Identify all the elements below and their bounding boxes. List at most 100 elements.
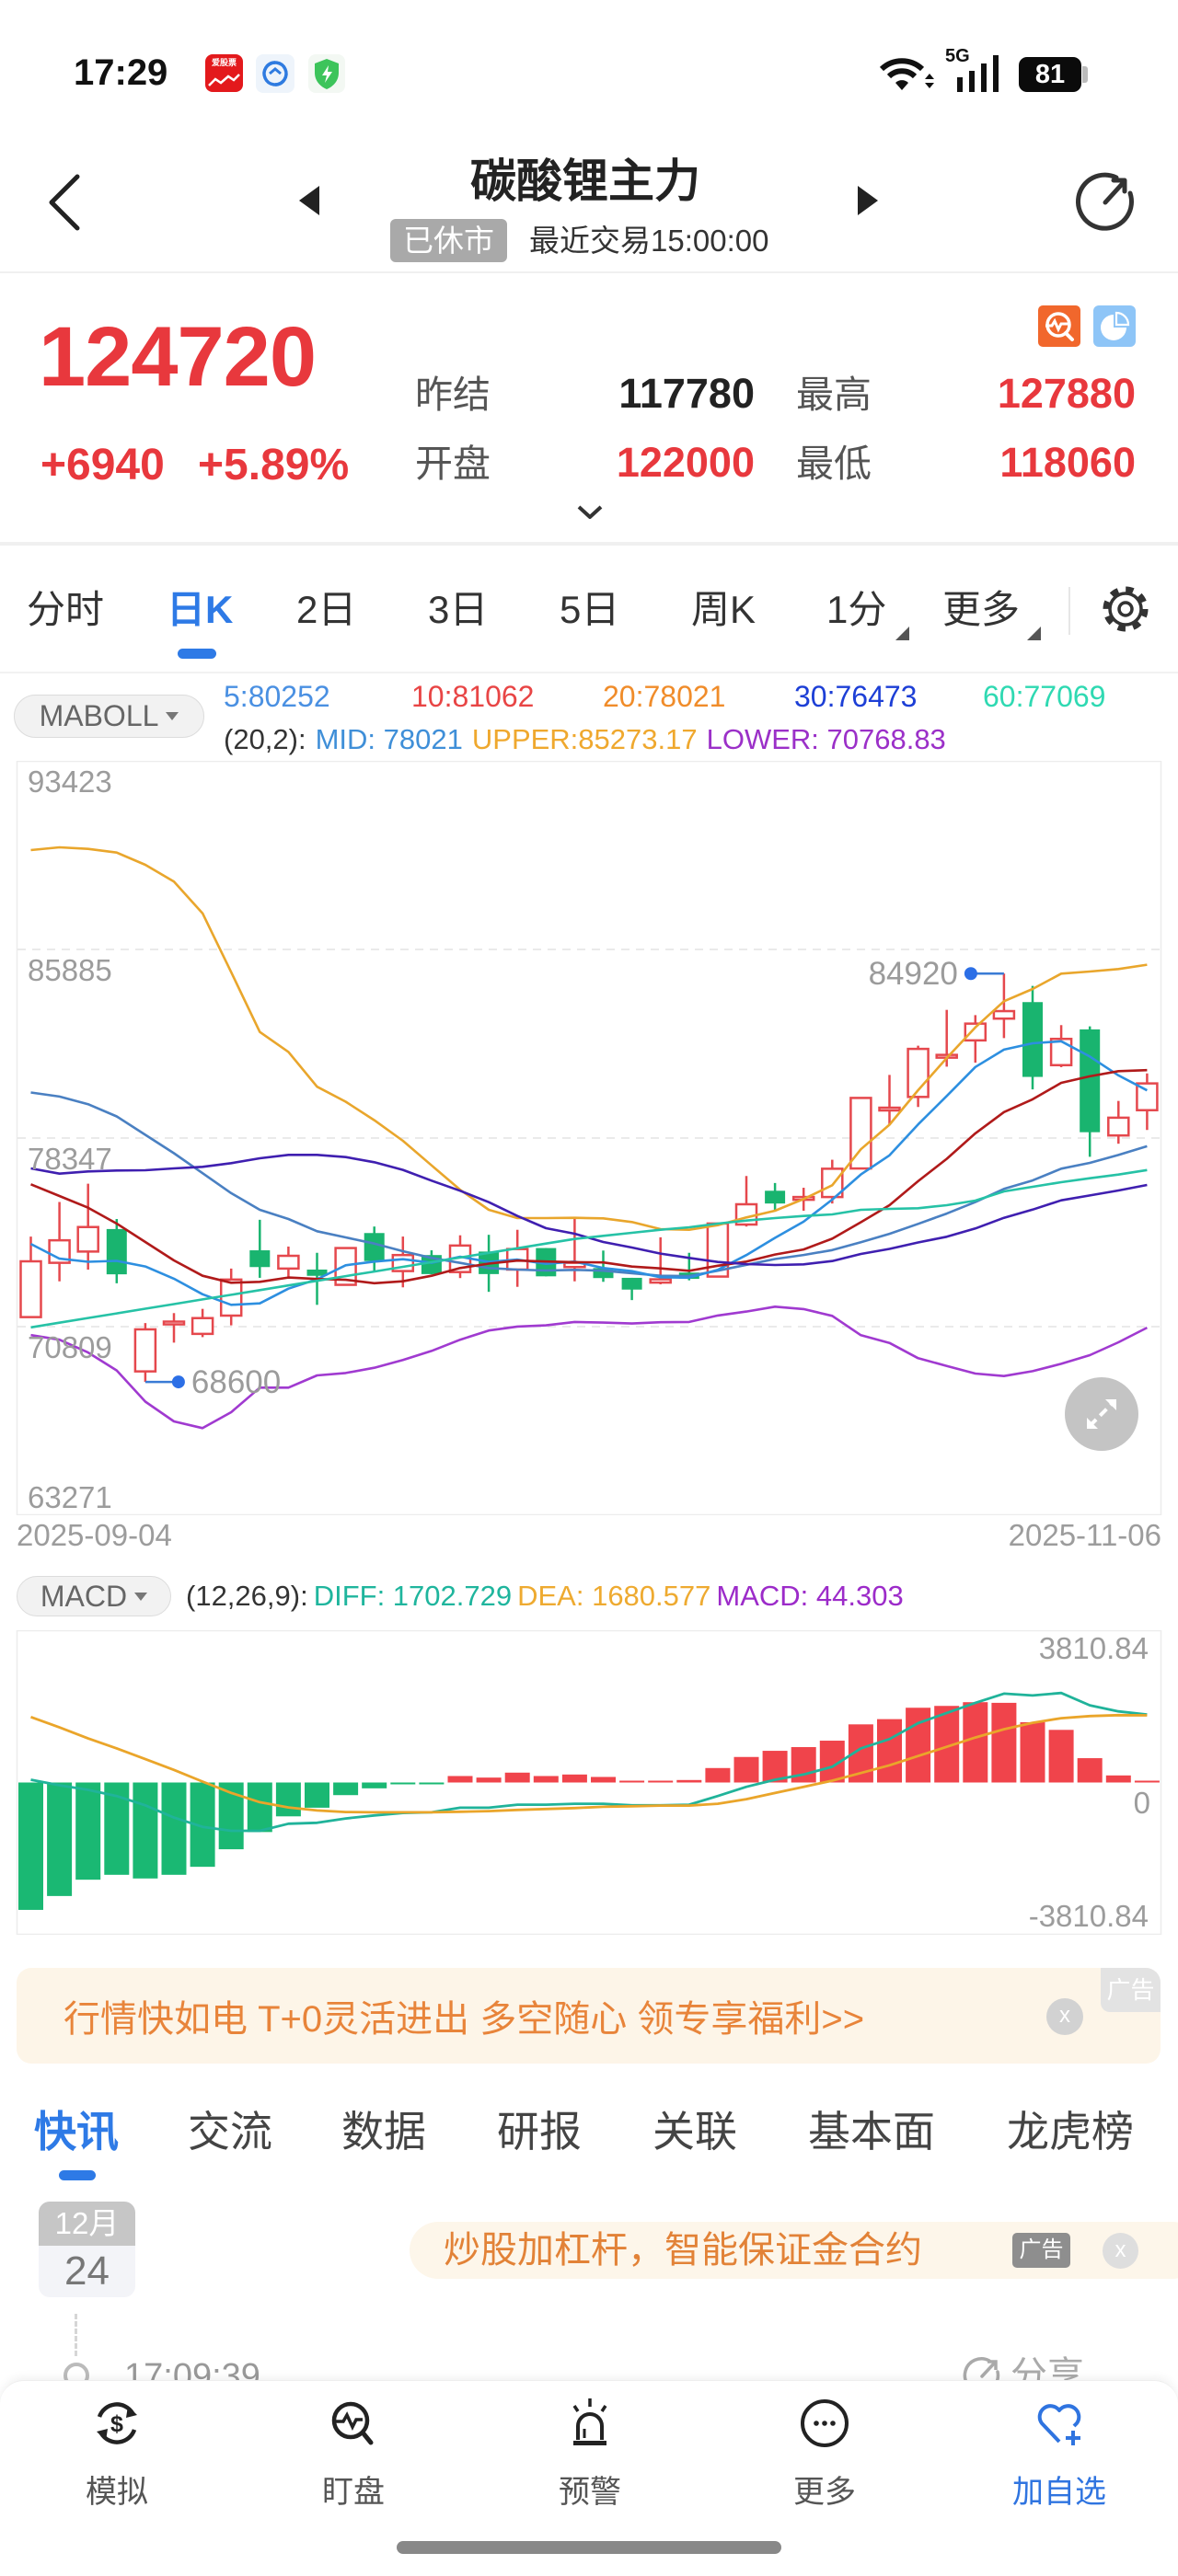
leverage-ad-close-button[interactable]: x xyxy=(1103,2233,1138,2269)
macd-chart[interactable] xyxy=(0,1630,1178,1935)
exp and-quote-chevron-icon[interactable] xyxy=(577,505,603,520)
tab-weekly-k[interactable]: 周K xyxy=(691,588,756,631)
main-indicator-selector[interactable]: MABOLL xyxy=(14,695,204,738)
low-label: 最低 xyxy=(796,443,872,485)
sync-app-icon xyxy=(256,54,294,93)
nav-alert-label: 预警 xyxy=(559,2475,621,2510)
ad-tag: 广告 xyxy=(1101,1968,1161,2012)
boll-upper-legend: UPPER:85273.17 xyxy=(471,723,698,755)
tab-separator xyxy=(1068,587,1070,635)
promo-close-button[interactable]: x xyxy=(1046,1998,1083,2035)
candle xyxy=(593,1250,614,1282)
tab-research[interactable]: 研报 xyxy=(497,2108,582,2156)
macd-bar xyxy=(533,1776,559,1783)
battery-icon: 81 xyxy=(1019,57,1081,92)
date-month: 12月 xyxy=(39,2202,135,2246)
quote-panel: 124720 +6940 +5.89% 昨结 117780 最高 127880 … xyxy=(0,273,1178,542)
candle xyxy=(191,1308,214,1338)
simulate-icon: $ xyxy=(97,2402,137,2444)
price-change: +6940 xyxy=(40,441,165,489)
tab-1-min[interactable]: 1分 xyxy=(826,588,887,631)
tab-more[interactable]: 更多 xyxy=(942,588,1021,631)
quote-divider xyxy=(0,542,1178,546)
shield-app-icon xyxy=(308,54,345,93)
caret-down-icon xyxy=(134,1592,148,1601)
tab-discussion[interactable]: 交流 xyxy=(188,2108,272,2156)
ma5-legend: 5:80252 xyxy=(224,680,330,713)
leverage-ad-text[interactable]: 炒股加杠杆，智能保证金合约 xyxy=(444,2230,922,2271)
candle xyxy=(505,1229,529,1287)
aigupiao-app-icon: 爱股票 xyxy=(205,54,243,92)
promo-banner-text[interactable]: 行情快如电 T+0灵活进出 多空随心 领专享福利>> xyxy=(64,1999,865,2040)
tab-related[interactable]: 关联 xyxy=(653,2108,737,2156)
macd-bar xyxy=(1048,1730,1074,1783)
tab-5-day[interactable]: 5日 xyxy=(560,588,620,631)
network-type-label: 5G xyxy=(945,46,970,66)
tab-top-list[interactable]: 龙虎榜 xyxy=(1007,2108,1134,2156)
back-chevron-icon[interactable] xyxy=(44,173,85,232)
nav-more[interactable]: 更多 xyxy=(751,2398,898,2517)
candle xyxy=(563,1217,586,1282)
macd-axis-max: 3810.84 xyxy=(1038,1631,1149,1665)
pie-chart-icon[interactable] xyxy=(1093,305,1136,347)
candle xyxy=(48,1202,71,1282)
macd-bar xyxy=(476,1777,502,1783)
boll-legend: (20,2): MID: 78021 UPPER:85273.17 LOWER:… xyxy=(224,724,946,755)
candle xyxy=(1080,1026,1101,1157)
dropdown-corner-icon xyxy=(1027,627,1041,640)
prev-contract-icon[interactable] xyxy=(299,186,319,215)
nav-alert[interactable]: 预警 xyxy=(516,2398,664,2517)
candle xyxy=(1136,1073,1159,1131)
header: 碳酸锂主力 已休市 最近交易15:00:00 xyxy=(0,120,1178,271)
nav-simulate[interactable]: $ 模拟 xyxy=(43,2398,191,2517)
expand-chart-button[interactable] xyxy=(1065,1377,1138,1451)
ma20-legend: 20:78021 xyxy=(603,680,726,713)
candle xyxy=(621,1277,642,1301)
candle xyxy=(1049,1025,1073,1067)
main-indicator-label: MABOLL xyxy=(39,699,159,732)
macd-bar xyxy=(47,1782,73,1896)
candlestick-chart[interactable]: 84920 68600 xyxy=(0,761,1178,1515)
next-contract-icon[interactable] xyxy=(858,186,878,215)
sub-indicator-selector[interactable]: MACD xyxy=(17,1576,171,1616)
status-time: 17:29 xyxy=(74,52,168,93)
page-title: 碳酸锂主力 xyxy=(470,155,700,207)
upper-line xyxy=(30,845,1148,1232)
gear-icon[interactable] xyxy=(1100,583,1151,635)
share-refresh-icon[interactable] xyxy=(1072,167,1138,234)
macd-legend: (12,26,9): DIFF: 1702.729 DEA: 1680.577 … xyxy=(186,1581,904,1612)
candle xyxy=(821,1159,844,1204)
macd-bar xyxy=(963,1702,988,1783)
macd-bar xyxy=(419,1782,445,1785)
status-bar: 17:29 爱股票 5G 81 xyxy=(0,0,1178,120)
tab-flash-news[interactable]: 快讯 xyxy=(34,2108,119,2156)
market-status-badge: 已休市 xyxy=(390,219,507,262)
period-tabs: 分时 日K 2日 3日 5日 周K 1分 更多 xyxy=(0,546,1178,672)
macd-axis-zero: 0 xyxy=(1133,1786,1150,1820)
active-tab-indicator xyxy=(178,649,216,659)
period-low-marker: 68600 xyxy=(144,1364,281,1400)
candle xyxy=(249,1219,271,1278)
watch-market-icon[interactable] xyxy=(1038,305,1080,347)
tab-3-day[interactable]: 3日 xyxy=(428,588,489,631)
x-axis-start-date: 2025-09-04 xyxy=(17,1518,172,1552)
open-value: 122000 xyxy=(616,439,755,486)
tab-daily-k[interactable]: 日K xyxy=(167,588,234,631)
ad-tag: 广告 xyxy=(1012,2233,1070,2268)
tab-2-day[interactable]: 2日 xyxy=(296,588,357,631)
nav-watch[interactable]: 盯盘 xyxy=(280,2398,427,2517)
leverage-ad[interactable]: 炒股加杠杆，智能保证金合约 广告 x xyxy=(410,2222,1178,2279)
info-tabs: 快讯 交流 数据 研报 关联 基本面 龙虎榜 xyxy=(0,2098,1178,2190)
promo-banner[interactable]: 行情快如电 T+0灵活进出 多空随心 领专享福利>> x 广告 xyxy=(17,1968,1161,2064)
date-badge: 12月 24 xyxy=(39,2202,135,2297)
candles xyxy=(19,973,1159,1383)
tab-intraday[interactable]: 分时 xyxy=(27,588,105,631)
diff-line xyxy=(30,1691,1148,1833)
diff-legend: DIFF: 1702.729 xyxy=(313,1580,513,1612)
macd-value-legend: MACD: 44.303 xyxy=(716,1580,904,1612)
tab-fundamentals[interactable]: 基本面 xyxy=(808,2108,935,2156)
boll-params: (20,2): xyxy=(224,723,306,755)
tab-data[interactable]: 数据 xyxy=(341,2108,426,2156)
candle xyxy=(849,1097,872,1170)
nav-add-favorite[interactable]: 加自选 xyxy=(986,2398,1133,2517)
